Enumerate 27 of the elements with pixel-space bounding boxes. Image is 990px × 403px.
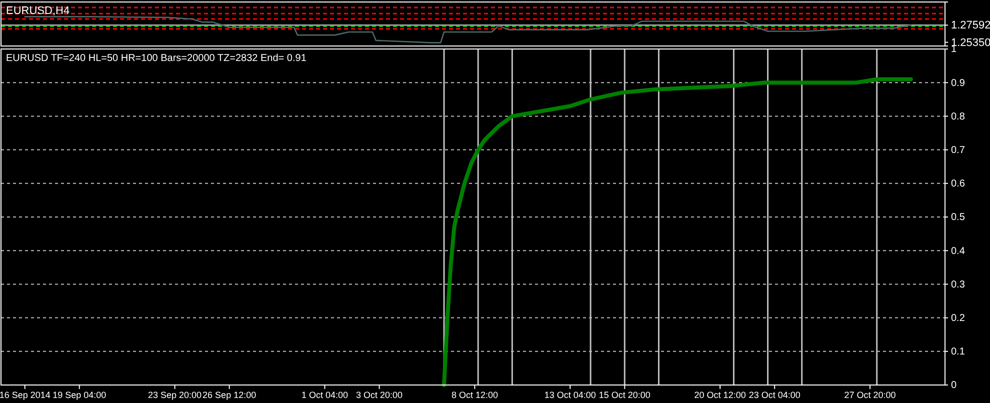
x-tick-label: 15 Oct 20:00 [598,390,650,400]
x-tick-label: 3 Oct 20:00 [356,390,403,400]
y-tick-label: 0.6 [951,178,966,190]
x-tick-label: 13 Oct 04:00 [544,390,596,400]
y-tick-label: 0.8 [951,111,966,122]
line-series [24,16,912,44]
y-tick-label: 0.5 [951,212,966,224]
y-tick-label: 0.7 [951,145,966,156]
x-tick-label: 23 Sep 20:00 [148,390,202,400]
x-tick-label: 26 Sep 12:00 [202,390,256,400]
x-tick-label: 1 Oct 04:00 [301,390,348,400]
y-tick-label: 0.3 [951,279,966,290]
x-tick-label: 23 Oct 04:00 [748,390,800,400]
y-tick-label: 0.4 [951,246,966,257]
x-tick-label: 16 Sep 2014 [0,390,50,400]
y-tick-label: 0.2 [951,313,966,324]
chart-title: EURUSD,H4 [6,5,70,17]
x-tick-label: 27 Oct 20:00 [844,390,896,400]
chart-title: EURUSD TF=240 HL=50 HR=100 Bars=20000 TZ=2832 End= 0.91 [6,53,307,64]
y-tick-label: 0 [951,380,957,392]
x-tick-label: 19 Sep 04:00 [52,390,106,400]
y-tick-label: 0.1 [951,346,966,358]
x-tick-label: 8 Oct 12:00 [451,390,498,400]
y-tick-label: 1.27592 [951,20,990,32]
line-series [442,77,913,387]
x-tick-label: 20 Oct 12:00 [694,390,746,400]
y-tick-label: 0.9 [951,78,966,89]
